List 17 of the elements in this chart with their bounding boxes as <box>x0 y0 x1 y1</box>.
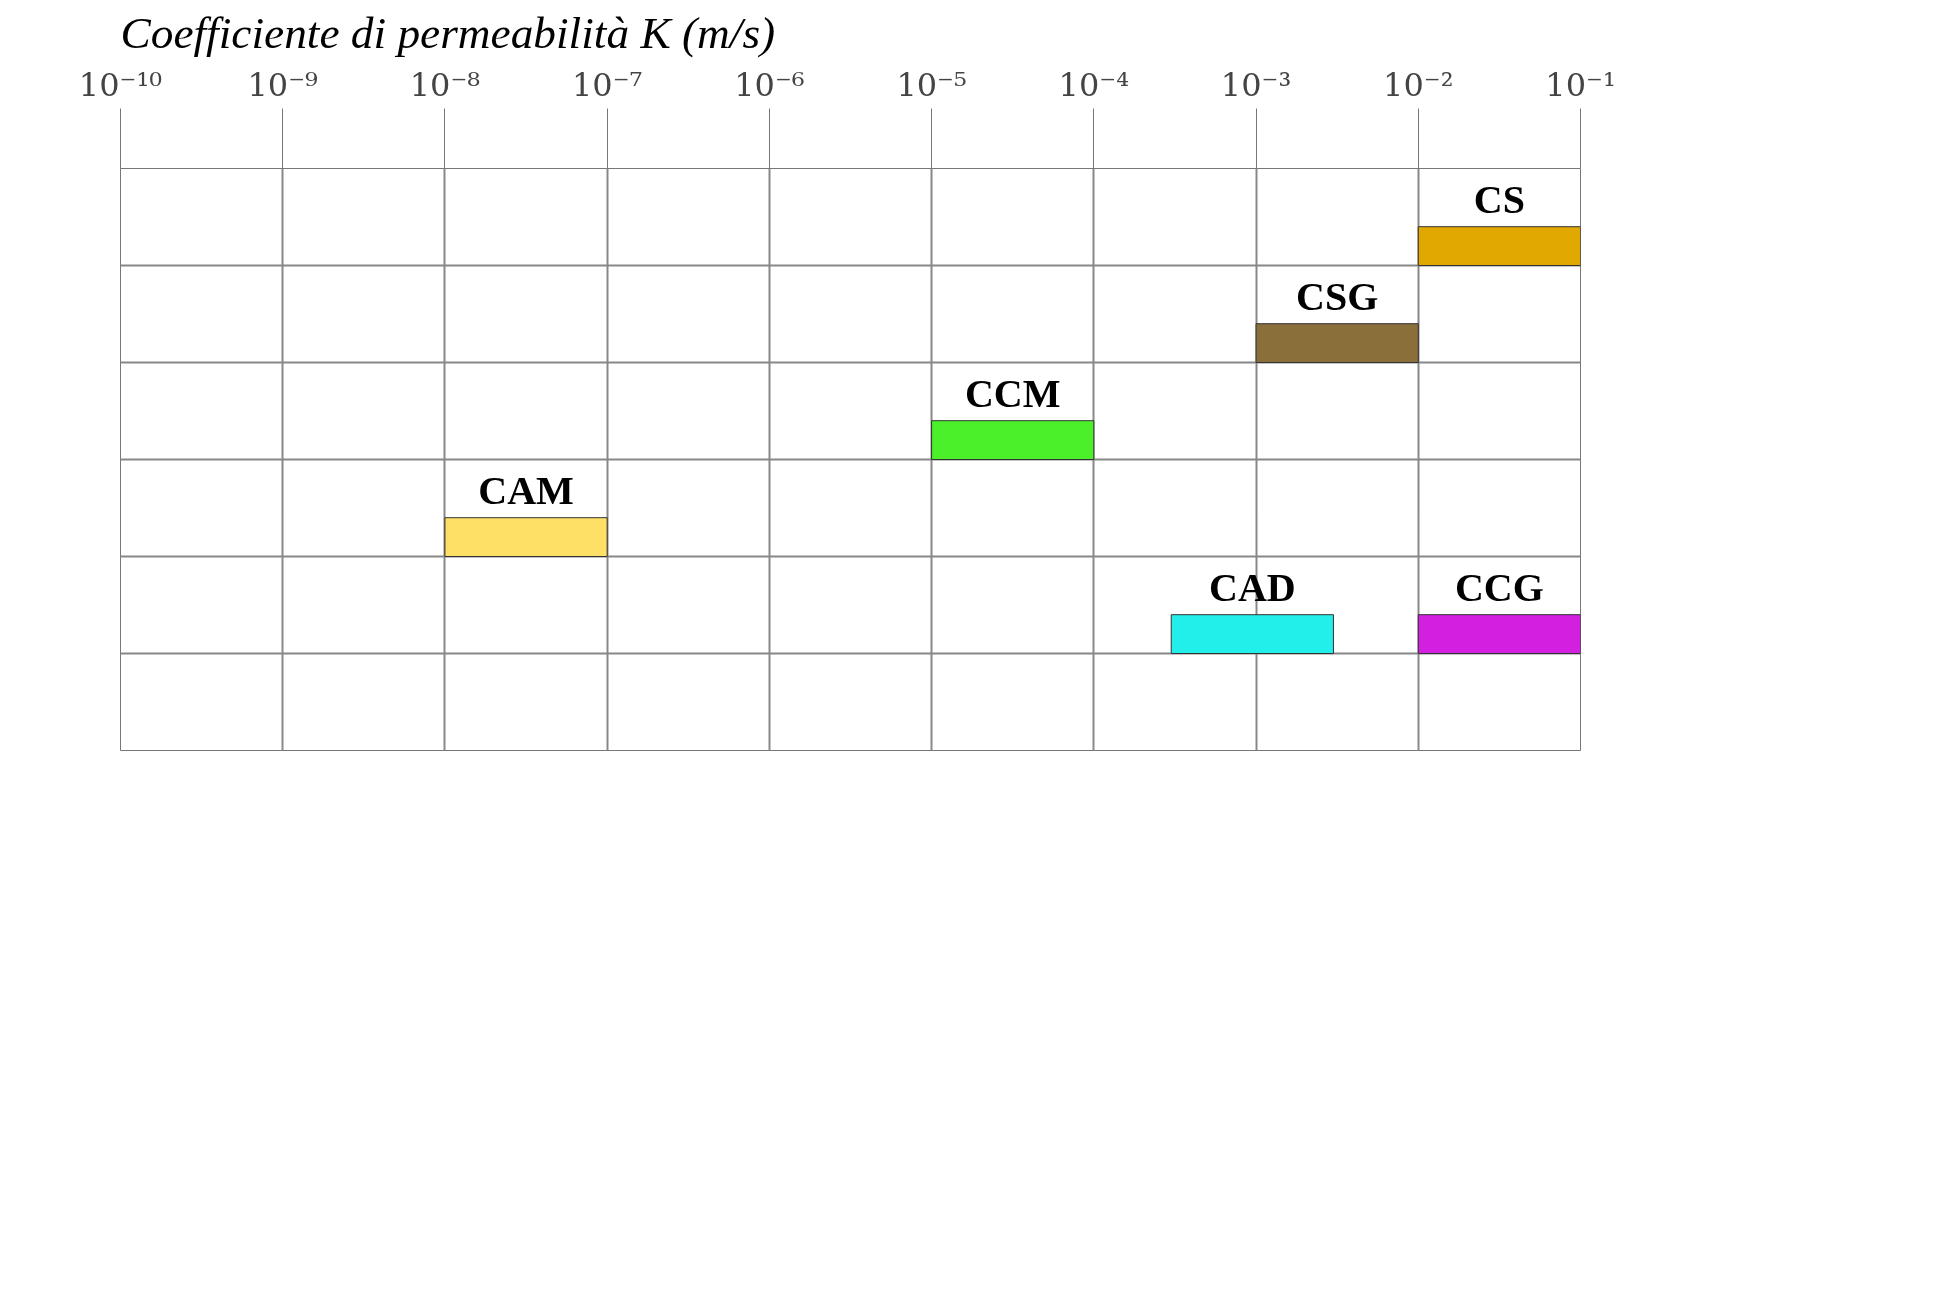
x-tick-label: 10⁻² <box>1383 65 1454 104</box>
x-tick-label: 10⁻⁴ <box>1058 65 1130 104</box>
series-label: CAM <box>478 467 574 513</box>
series-label: CAD <box>1209 564 1296 610</box>
series-label: CS <box>1473 176 1525 222</box>
series-label: CSG <box>1296 273 1379 319</box>
x-tick-label: 10⁻⁸ <box>409 65 481 104</box>
x-tick-label: 10⁻¹⁰ <box>78 65 163 104</box>
series-label: CCM <box>964 370 1061 416</box>
x-tick-label: 10⁻⁹ <box>247 65 319 104</box>
chart-title: Coefficiente di permeabilità K (m/s) <box>120 7 776 58</box>
x-tick-label: 10⁻⁷ <box>571 65 643 104</box>
x-tick-label: 10⁻⁶ <box>734 65 805 104</box>
series-label: CCG <box>1454 564 1544 610</box>
x-tick-label: 10⁻¹ <box>1545 65 1616 104</box>
x-tick-label: 10⁻⁵ <box>896 65 967 104</box>
x-tick-label: 10⁻³ <box>1220 65 1292 104</box>
